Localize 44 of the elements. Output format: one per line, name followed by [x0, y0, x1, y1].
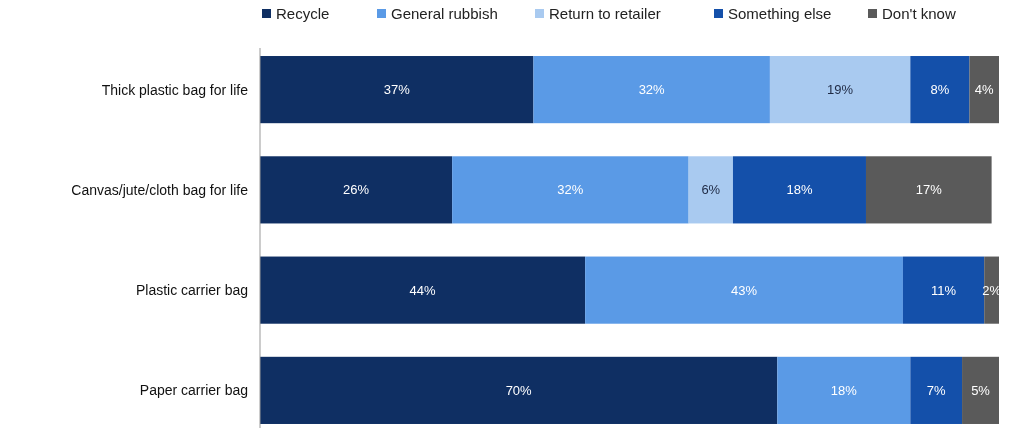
bar — [910, 56, 970, 124]
bar — [688, 156, 733, 224]
data-label: 5% — [971, 382, 991, 398]
data-label: 7% — [926, 382, 947, 398]
data-label: 8% — [930, 82, 950, 98]
data-label: 18% — [830, 382, 858, 398]
data-label: 11% — [931, 282, 957, 298]
y-tick-label: Plastic carrier bag — [135, 282, 248, 299]
legend-label: Return to retailer — [549, 5, 661, 23]
data-label: 37% — [383, 82, 411, 98]
bar — [260, 356, 778, 424]
bar — [260, 56, 534, 124]
data-label: 18% — [786, 182, 813, 198]
bar — [902, 256, 985, 324]
data-label: 19% — [827, 82, 854, 98]
bar — [533, 56, 770, 124]
data-label: 32% — [557, 182, 584, 198]
legend-label: Recycle — [276, 5, 330, 23]
data-label: 43% — [731, 282, 758, 298]
bar — [769, 56, 911, 124]
bar — [910, 356, 963, 424]
data-label: 70% — [505, 382, 533, 398]
data-label: 4% — [974, 82, 995, 98]
legend-label: Something else — [728, 5, 832, 23]
bar — [984, 256, 999, 324]
data-label: 32% — [638, 82, 666, 98]
data-label: 6% — [701, 182, 721, 198]
bar — [585, 256, 903, 324]
data-label: 44% — [409, 282, 437, 298]
bar — [777, 356, 911, 424]
legend-label: Don't know — [882, 5, 956, 23]
bar — [865, 156, 992, 224]
y-tick-label: Paper carrier bag — [139, 382, 248, 399]
bar — [452, 156, 689, 224]
legend-label: General rubbish — [391, 5, 498, 23]
bar — [260, 256, 586, 324]
bar — [969, 56, 999, 124]
bar — [962, 356, 999, 424]
data-label: 17% — [915, 182, 943, 198]
bar — [732, 156, 866, 224]
data-label: 26% — [343, 182, 370, 198]
bar — [260, 156, 453, 224]
y-tick-label: Canvas/jute/cloth bag for life — [71, 181, 249, 198]
y-tick-label: Thick plastic bag for life — [101, 81, 249, 98]
